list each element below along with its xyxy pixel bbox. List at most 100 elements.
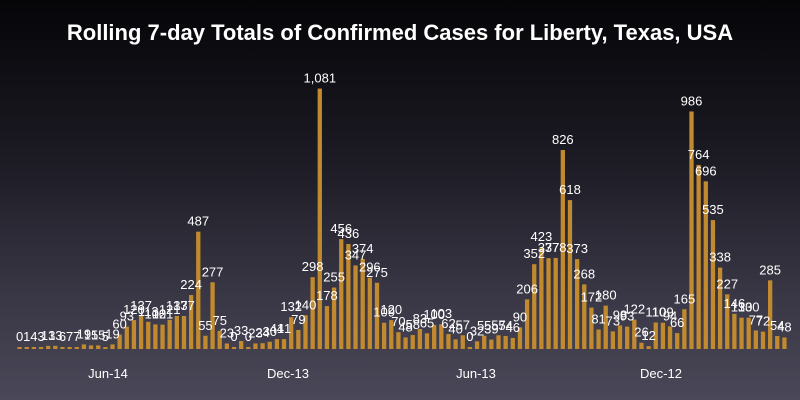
bar [360,258,365,349]
data-label: 696 [695,163,717,178]
data-label: 93 [620,309,634,324]
bar [67,347,72,349]
bar [689,111,694,350]
bar [96,345,101,349]
x-ticks-group: Jun-14 Dec-13 Jun-13 Dec-12 [88,366,682,381]
data-label: 224 [180,277,202,292]
data-label: 298 [302,259,324,274]
bar [331,287,337,349]
bar [38,347,44,349]
data-label: 1,081 [304,71,337,86]
bar [224,343,230,349]
data-label: 12 [641,328,655,343]
data-label: 618 [559,182,581,197]
data-label: 40 [448,321,462,336]
chart-title: Rolling 7-day Totals of Confirmed Cases … [66,20,734,45]
bar [339,239,344,349]
bar [124,326,129,349]
bar [239,341,244,349]
bar [725,294,730,349]
bar [17,347,22,349]
bars-group [17,88,787,350]
bar [667,326,673,349]
bar [253,343,258,349]
data-label: 121 [159,302,181,317]
data-label: 436 [338,226,360,241]
data-label: 227 [716,276,738,291]
bar [617,325,623,349]
data-label: 423 [531,229,553,244]
bar [317,88,322,349]
data-label: 65 [420,315,434,330]
data-label: 122 [623,302,645,317]
data-label: 62 [441,316,455,331]
data-label: 57 [456,317,470,332]
data-label: 378 [545,240,567,255]
data-label: 100 [423,307,445,322]
bar [703,181,708,349]
data-label: 60 [112,317,126,332]
data-label: 4 [30,329,37,344]
bar [188,295,194,349]
bar [167,319,172,349]
data-label: 137 [166,298,188,313]
bar [88,345,94,349]
data-label: 13 [41,328,55,343]
data-label: 15 [84,327,98,342]
bar [160,324,165,349]
bar [103,347,108,349]
data-label: 140 [295,297,317,312]
data-label: 296 [359,260,381,275]
bar [646,346,651,349]
data-label: 172 [581,290,603,305]
data-label: 0 [16,329,23,344]
data-label: 0 [466,329,473,344]
bar [389,320,394,349]
bar [532,264,537,349]
bar [131,320,137,349]
bar [753,330,758,349]
data-label: 137 [173,298,195,313]
bar [682,309,687,349]
data-label: 57 [491,317,505,332]
data-label: 72 [756,314,770,329]
data-label: 55 [477,318,491,333]
bar [675,333,680,349]
data-label: 130 [738,300,760,315]
bar [424,333,430,349]
data-label: 137 [130,298,152,313]
data-label: 77 [749,312,763,327]
bar [589,307,594,349]
bar [760,331,766,349]
data-label: 15 [91,327,105,342]
bar [510,337,515,349]
data-label: 268 [573,266,595,281]
data-label: 48 [398,319,412,334]
bar [632,319,637,349]
data-label: 58 [405,317,419,332]
bar [274,339,280,349]
data-label: 535 [702,202,724,217]
bar [767,280,773,349]
bar [453,339,458,349]
bar [381,322,387,349]
x-tick-label: Jun-14 [88,366,128,381]
bar [439,324,444,349]
data-label: 7 [66,329,73,344]
bar [524,299,530,349]
bar [732,313,737,349]
data-label: 79 [291,312,305,327]
bar [138,316,144,349]
data-label: 109 [652,305,674,320]
bar [696,164,701,349]
bar [625,326,630,349]
data-label: 83 [413,311,427,326]
data-label: 54 [770,318,784,333]
bar [181,316,187,349]
bar [396,332,401,349]
data-label: 54 [498,318,512,333]
data-label: 55 [198,318,212,333]
data-label: 764 [688,147,710,162]
